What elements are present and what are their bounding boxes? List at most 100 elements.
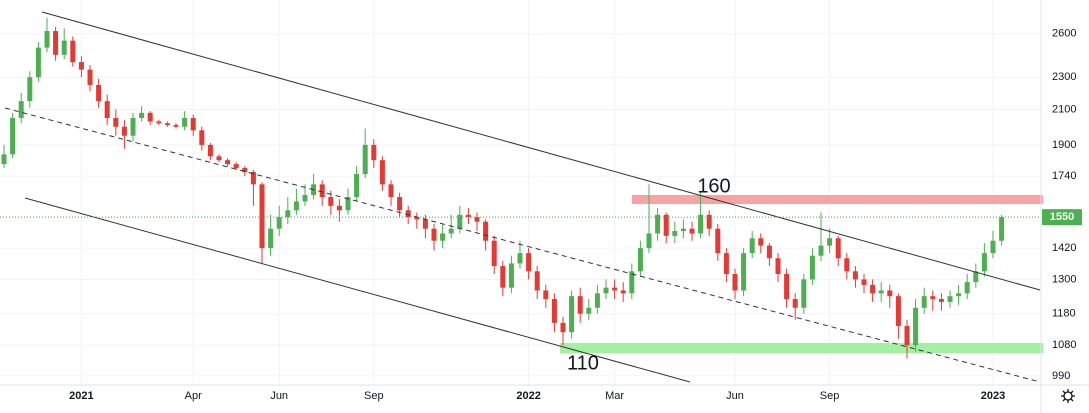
candle-body	[216, 156, 222, 161]
last-price-box	[1042, 209, 1082, 226]
candle-body	[319, 184, 325, 198]
candle-body	[465, 214, 471, 218]
annotation: 110	[567, 352, 599, 374]
candle-body	[551, 299, 557, 323]
candle-body	[113, 117, 119, 127]
candle-body	[732, 273, 738, 291]
candle-body	[44, 31, 50, 48]
candle-body	[259, 184, 265, 249]
candle-body	[483, 221, 489, 241]
candle-body	[96, 85, 102, 102]
candle-body	[164, 123, 170, 125]
candle-body	[887, 290, 893, 297]
candle-body	[268, 228, 274, 249]
candle-body	[741, 253, 747, 291]
candle-body	[818, 245, 824, 256]
x-tick-label: Mar	[605, 390, 624, 402]
candle-body	[706, 214, 712, 229]
candle-body	[500, 266, 506, 288]
x-tick-label: Apr	[185, 390, 202, 402]
candle-body	[698, 214, 704, 234]
y-tick-label: 1740	[1052, 170, 1076, 182]
y-tick-label: 1080	[1052, 339, 1076, 351]
candle-body	[534, 271, 540, 291]
candle-body	[1, 154, 7, 165]
candle-body	[35, 47, 41, 78]
candle-body	[225, 160, 231, 165]
candle-body	[139, 112, 145, 118]
grid	[0, 0, 1041, 385]
candle-body	[680, 228, 686, 232]
candle-body	[207, 144, 213, 157]
candle-body	[199, 130, 205, 145]
candle-body	[784, 273, 790, 300]
candle-body	[852, 271, 858, 280]
candle-body	[586, 307, 592, 314]
x-tick-label: 2022	[516, 390, 540, 402]
candle-body	[956, 293, 962, 297]
candle-body	[147, 112, 153, 122]
y-tick-label: 1420	[1052, 242, 1076, 254]
x-tick-label: Sep	[364, 390, 384, 402]
candle-body	[973, 271, 979, 283]
x-tick-label: Jun	[270, 390, 288, 402]
candle-body	[999, 217, 1005, 241]
candle-body	[156, 121, 162, 124]
candle-body	[362, 144, 368, 175]
candle-body	[508, 263, 514, 288]
candle-body	[947, 296, 953, 302]
candle-body	[457, 214, 463, 229]
candle-body	[723, 253, 729, 274]
candle-body	[173, 124, 179, 127]
annotation: 160	[697, 175, 730, 197]
candle-body	[182, 117, 188, 127]
candle-body	[827, 238, 833, 246]
candle-body	[302, 194, 308, 202]
candle-body	[10, 117, 16, 155]
candle-body	[61, 40, 67, 55]
candle-body	[354, 174, 360, 198]
candle-body	[655, 214, 661, 234]
candle-body	[276, 217, 282, 229]
candle-body	[440, 233, 446, 241]
candle-body	[53, 31, 59, 55]
candle-body	[878, 290, 884, 294]
candle-body	[371, 144, 377, 161]
candle-body	[242, 168, 248, 173]
candle-body	[526, 253, 532, 272]
candle-body	[749, 238, 755, 254]
candle-body	[809, 255, 815, 280]
resistance-zone	[632, 195, 1043, 204]
y-tick-label: 990	[1052, 370, 1070, 382]
candle-body	[870, 284, 876, 294]
candle-body	[577, 296, 583, 314]
y-tick-label: 2100	[1052, 103, 1076, 115]
settings-icon[interactable]	[1061, 389, 1075, 403]
candles	[1, 17, 1005, 359]
candle-body	[190, 117, 196, 131]
candle-body	[861, 279, 867, 285]
candle-body	[981, 253, 987, 272]
candle-body	[27, 77, 33, 102]
candle-body	[594, 293, 600, 308]
candle-body	[620, 290, 626, 294]
candle-body	[78, 62, 84, 70]
candle-body	[930, 296, 936, 300]
y-tick-label: 1180	[1052, 308, 1076, 320]
candle-body	[775, 258, 781, 274]
y-tick-label: 2600	[1052, 28, 1076, 40]
candle-body	[293, 201, 299, 211]
last-price-label: 1550	[1050, 211, 1074, 223]
candle-body	[130, 117, 136, 136]
candle-body	[87, 69, 93, 86]
candle-body	[414, 217, 420, 220]
candle-body	[543, 290, 549, 300]
candle-body	[766, 245, 772, 259]
candle-body	[422, 219, 428, 229]
candle-body	[474, 217, 480, 222]
candle-body	[758, 238, 764, 246]
support-zone	[560, 343, 1043, 353]
channel-lower	[24, 197, 691, 383]
candle-body	[431, 228, 437, 241]
candle-body	[560, 322, 566, 333]
